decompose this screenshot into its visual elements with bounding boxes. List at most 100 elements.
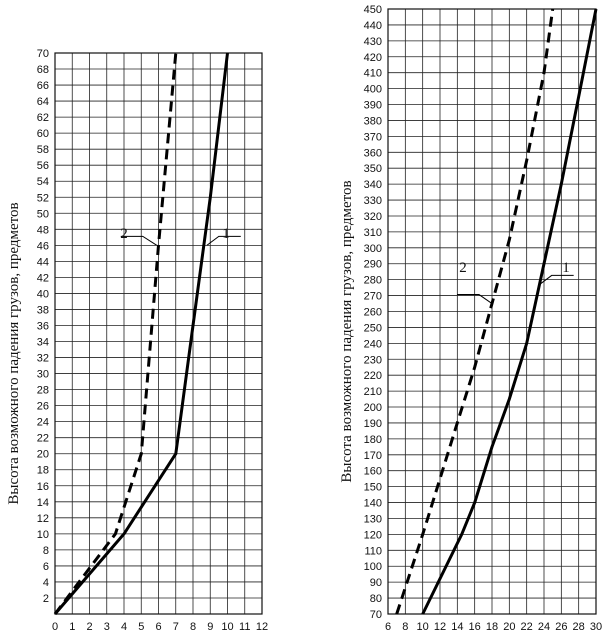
p0-y-axis-label: Высота возможного падения грузов, предме… bbox=[6, 202, 22, 504]
p1-x-tick-22: 22 bbox=[521, 621, 533, 633]
p1-y-tick-140: 140 bbox=[364, 498, 382, 510]
p0-y-tick-56: 56 bbox=[37, 160, 49, 172]
p0-y-tick-50: 50 bbox=[37, 208, 49, 220]
p0-callout-2-label: 2 bbox=[120, 226, 128, 242]
p1-y-tick-390: 390 bbox=[364, 100, 382, 112]
p0-y-tick-12: 12 bbox=[37, 513, 49, 525]
p1-y-tick-130: 130 bbox=[364, 513, 382, 525]
p0-y-tick-2: 2 bbox=[43, 593, 49, 605]
p0-callout-2-leader bbox=[120, 235, 158, 246]
p1-y-tick-430: 430 bbox=[364, 36, 382, 48]
p1-y-tick-230: 230 bbox=[364, 354, 382, 366]
p0-x-tick-1: 1 bbox=[69, 621, 75, 633]
p1-callout-2-leader bbox=[457, 294, 493, 304]
p0-y-tick-48: 48 bbox=[37, 224, 49, 236]
p1-y-tick-290: 290 bbox=[364, 259, 382, 271]
p1-y-tick-150: 150 bbox=[364, 482, 382, 494]
p0-x-tick-4: 4 bbox=[121, 621, 127, 633]
p1-plot-frame bbox=[387, 8, 597, 615]
p1-y-tick-310: 310 bbox=[364, 227, 382, 239]
p0-y-tick-40: 40 bbox=[37, 288, 49, 300]
p1-x-tick-20: 20 bbox=[503, 621, 515, 633]
right-chart-panel: 7080901001101201301401501601701801902002… bbox=[339, 4, 602, 633]
p1-x-tick-28: 28 bbox=[573, 621, 585, 633]
p0-y-tick-28: 28 bbox=[37, 385, 49, 397]
p1-y-tick-190: 190 bbox=[364, 418, 382, 430]
p0-y-tick-60: 60 bbox=[37, 128, 49, 140]
p1-y-tick-250: 250 bbox=[364, 322, 382, 334]
p0-y-tick-16: 16 bbox=[37, 481, 49, 493]
p1-y-tick-420: 420 bbox=[364, 52, 382, 64]
p1-series-2-line bbox=[395, 8, 555, 615]
p1-y-axis-label: Высота возможного падения грузов, предме… bbox=[339, 180, 355, 482]
p0-y-tick-14: 14 bbox=[37, 497, 49, 509]
p0-y-tick-32: 32 bbox=[37, 353, 49, 365]
p0-callout-1-leader bbox=[206, 235, 241, 246]
p0-y-tick-46: 46 bbox=[37, 240, 49, 252]
p0-y-tick-58: 58 bbox=[37, 144, 49, 156]
p1-y-tick-210: 210 bbox=[364, 386, 382, 398]
left-chart-panel: 2468101214161820222426283032343638404244… bbox=[6, 48, 268, 633]
p1-y-tick-320: 320 bbox=[364, 211, 382, 223]
p1-y-tick-220: 220 bbox=[364, 370, 382, 382]
p0-series-2-line bbox=[53, 52, 178, 615]
p1-y-tick-350: 350 bbox=[364, 163, 382, 175]
p0-x-tick-8: 8 bbox=[190, 621, 196, 633]
p0-y-tick-54: 54 bbox=[37, 176, 49, 188]
p0-x-tick-5: 5 bbox=[138, 621, 144, 633]
p0-x-tick-10: 10 bbox=[221, 621, 233, 633]
p1-y-tick-300: 300 bbox=[364, 243, 382, 255]
p1-x-tick-16: 16 bbox=[469, 621, 481, 633]
p0-y-tick-22: 22 bbox=[37, 433, 49, 445]
p1-y-tick-280: 280 bbox=[364, 275, 382, 287]
p0-y-tick-66: 66 bbox=[37, 80, 49, 92]
p1-y-tick-110: 110 bbox=[364, 545, 382, 557]
p1-y-tick-260: 260 bbox=[364, 307, 382, 319]
p1-x-tick-6: 6 bbox=[385, 621, 391, 633]
p0-x-tick-11: 11 bbox=[239, 621, 250, 633]
p1-x-tick-30: 30 bbox=[590, 621, 602, 633]
p1-y-tick-120: 120 bbox=[364, 529, 382, 541]
p1-y-tick-200: 200 bbox=[364, 402, 382, 414]
p1-y-tick-270: 270 bbox=[364, 291, 382, 303]
p0-series-1-line bbox=[53, 52, 229, 615]
p0-plot-frame bbox=[54, 52, 263, 615]
p1-x-tick-10: 10 bbox=[417, 621, 429, 633]
p0-y-tick-52: 52 bbox=[37, 192, 49, 204]
p1-y-tick-70: 70 bbox=[370, 609, 382, 621]
p1-callout-1-label: 1 bbox=[562, 260, 570, 276]
p0-x-tick-12: 12 bbox=[256, 621, 268, 633]
p0-y-tick-8: 8 bbox=[43, 545, 49, 557]
p0-x-tick-2: 2 bbox=[86, 621, 92, 633]
p0-y-tick-70: 70 bbox=[37, 48, 49, 60]
p1-y-tick-360: 360 bbox=[364, 147, 382, 159]
p0-y-tick-62: 62 bbox=[37, 112, 49, 124]
p1-x-tick-12: 12 bbox=[434, 621, 446, 633]
p0-x-tick-0: 0 bbox=[52, 621, 58, 633]
p1-y-tick-400: 400 bbox=[364, 84, 382, 96]
p1-y-tick-240: 240 bbox=[364, 338, 382, 350]
p0-x-tick-9: 9 bbox=[207, 621, 213, 633]
p1-x-tick-26: 26 bbox=[555, 621, 567, 633]
p1-callout-2-label: 2 bbox=[459, 260, 467, 276]
p0-callout-1-label: 1 bbox=[222, 226, 230, 242]
p1-y-tick-440: 440 bbox=[364, 20, 382, 32]
p1-y-tick-80: 80 bbox=[370, 593, 382, 605]
p0-y-tick-10: 10 bbox=[37, 529, 49, 541]
p1-series-1-line bbox=[421, 8, 598, 615]
p1-x-tick-8: 8 bbox=[402, 621, 408, 633]
p1-y-tick-90: 90 bbox=[370, 577, 382, 589]
p1-y-tick-100: 100 bbox=[364, 561, 382, 573]
p0-y-tick-6: 6 bbox=[43, 561, 49, 573]
p1-x-tick-14: 14 bbox=[451, 621, 463, 633]
p0-y-tick-26: 26 bbox=[37, 401, 49, 413]
p0-y-tick-68: 68 bbox=[37, 64, 49, 76]
p1-x-tick-18: 18 bbox=[486, 621, 498, 633]
p0-y-tick-64: 64 bbox=[37, 96, 49, 108]
p1-y-tick-380: 380 bbox=[364, 115, 382, 127]
p1-y-tick-450: 450 bbox=[364, 4, 382, 16]
p1-y-tick-340: 340 bbox=[364, 179, 382, 191]
p0-x-tick-7: 7 bbox=[173, 621, 179, 633]
p0-y-tick-20: 20 bbox=[37, 449, 49, 461]
